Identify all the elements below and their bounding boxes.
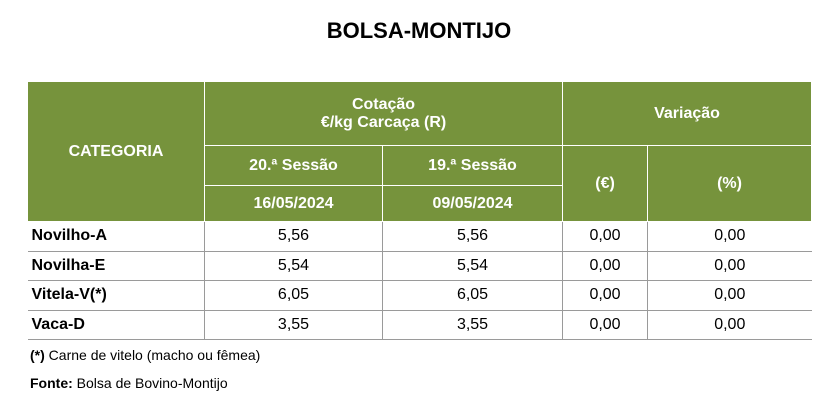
table-row: Novilha-E 5,54 5,54 0,00 0,00 bbox=[27, 251, 812, 281]
header-row: CATEGORIA Cotação €/kg Carcaça (R) Variaç… bbox=[27, 81, 813, 222]
category-cell: Vitela-V(*) bbox=[27, 280, 205, 311]
value-cell: 3,55 bbox=[204, 310, 383, 340]
value-cell: 0,00 bbox=[562, 310, 649, 340]
session-date: 09/05/2024 bbox=[381, 185, 564, 222]
category-cell: Novilha-E bbox=[27, 251, 205, 281]
table-body: Novilho-A 5,56 5,56 0,00 0,00 Novilha-E 5,54 5,… bbox=[27, 221, 812, 340]
value-cell: 0,00 bbox=[562, 251, 649, 281]
quote-header: Cotação €/kg Carcaça (R) bbox=[203, 81, 564, 146]
footnote: (*) Carne de vitelo (macho ou fêmea) bbox=[30, 347, 260, 363]
table-row: Vaca-D 3,55 3,55 0,00 0,00 bbox=[27, 310, 812, 340]
quote-label: Cotação bbox=[351, 95, 416, 113]
table-row: Novilho-A 5,56 5,56 0,00 0,00 bbox=[27, 221, 812, 252]
price-table: CATEGORIA Cotação €/kg Carcaça (R) Variaç… bbox=[27, 81, 813, 340]
value-cell: 0,00 bbox=[647, 251, 812, 281]
session-date: 16/05/2024 bbox=[204, 185, 383, 222]
session-name: 19.ª Sessão bbox=[381, 145, 564, 186]
value-cell: 0,00 bbox=[647, 221, 812, 252]
title: BOLSA-MONTIJO bbox=[326, 18, 512, 43]
value-cell: 6,05 bbox=[204, 280, 383, 311]
quote-unit: €/kg Carcaça (R) bbox=[320, 113, 447, 131]
variation-header: Variação bbox=[562, 81, 813, 146]
value-cell: 3,55 bbox=[381, 310, 564, 340]
value-cell: 0,00 bbox=[562, 280, 649, 311]
value-cell: 0,00 bbox=[647, 310, 812, 340]
value-cell: 5,56 bbox=[204, 221, 383, 252]
value-cell: 5,56 bbox=[381, 221, 564, 252]
footnote-mark: (*) bbox=[30, 347, 45, 363]
session-name: 20.ª Sessão bbox=[204, 145, 383, 186]
category-cell: Vaca-D bbox=[27, 310, 205, 340]
value-cell: 5,54 bbox=[381, 251, 564, 281]
source-label: Fonte: bbox=[30, 375, 73, 391]
header-row: 20.ª Sessão 19.ª Sessão (€) (%) bbox=[28, 145, 813, 222]
table-row: Vitela-V(*) 6,05 6,05 0,00 0,00 bbox=[27, 280, 812, 311]
source-text: Bolsa de Bovino-Montijo bbox=[76, 375, 228, 391]
footnote-text: Carne de vitelo (macho ou fêmea) bbox=[48, 347, 261, 363]
category-header: CATEGORIA bbox=[27, 81, 205, 222]
source: Fonte: Bolsa de Bovino-Montijo bbox=[30, 375, 228, 391]
table-header: CATEGORIA Cotação €/kg Carcaça (R) Variaç… bbox=[27, 81, 813, 222]
value-cell: 6,05 bbox=[381, 280, 564, 311]
variation-unit: (%) bbox=[647, 145, 813, 222]
value-cell: 0,00 bbox=[562, 221, 649, 252]
category-cell: Novilho-A bbox=[27, 221, 205, 252]
value-cell: 5,54 bbox=[204, 251, 383, 281]
header-row: 16/05/2024 09/05/2024 bbox=[28, 185, 812, 222]
value-cell: 0,00 bbox=[647, 280, 812, 311]
variation-unit: (€) bbox=[562, 145, 649, 222]
